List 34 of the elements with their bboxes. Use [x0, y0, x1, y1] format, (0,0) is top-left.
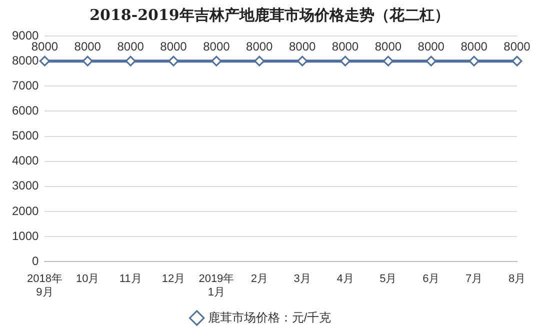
x-tick-label: 3月: [294, 273, 311, 286]
data-label: 8000: [74, 39, 102, 54]
y-tick-label: 0: [32, 254, 40, 268]
y-tick-label: 2000: [12, 204, 40, 218]
data-label: 8000: [203, 39, 230, 54]
data-label: 8000: [117, 39, 144, 54]
x-tick-label: 2019年 1月: [198, 273, 234, 298]
y-tick-label: 4000: [12, 154, 40, 168]
y-tick-label: 5000: [12, 128, 40, 143]
legend-label: 鹿茸市场价格：元/千克: [208, 310, 332, 324]
x-tick-label: 2月: [250, 273, 268, 286]
x-tick-label: 5月: [380, 273, 397, 286]
x-tick-label: 11月: [119, 273, 142, 286]
x-tick-label: 7月: [466, 273, 483, 286]
y-tick-label: 3000: [12, 178, 40, 193]
y-tick-label: 6000: [12, 104, 40, 118]
x-tick-label: 2018年 9月: [26, 273, 62, 298]
data-label: 8000: [332, 39, 359, 54]
data-label: 8000: [246, 39, 274, 54]
x-tick-label: 12月: [162, 273, 186, 286]
data-label: 8000: [418, 39, 445, 54]
x-tick-label: 6月: [422, 273, 440, 286]
x-tick-label: 4月: [336, 273, 354, 286]
data-label: 8000: [160, 39, 188, 54]
y-tick-label: 8000: [12, 53, 40, 68]
x-tick-label: 10月: [76, 273, 100, 286]
chart-title: 2018-2019年吉林产地鹿茸市场价格走势（花二杠）: [88, 6, 450, 25]
data-label: 8000: [288, 39, 316, 54]
x-tick-label: 8月: [508, 273, 526, 286]
data-label: 8000: [504, 39, 531, 54]
data-label: 8000: [374, 39, 402, 54]
data-label: 8000: [460, 39, 488, 54]
y-tick-label: 1000: [12, 228, 40, 243]
y-tick-label: 7000: [12, 78, 40, 92]
